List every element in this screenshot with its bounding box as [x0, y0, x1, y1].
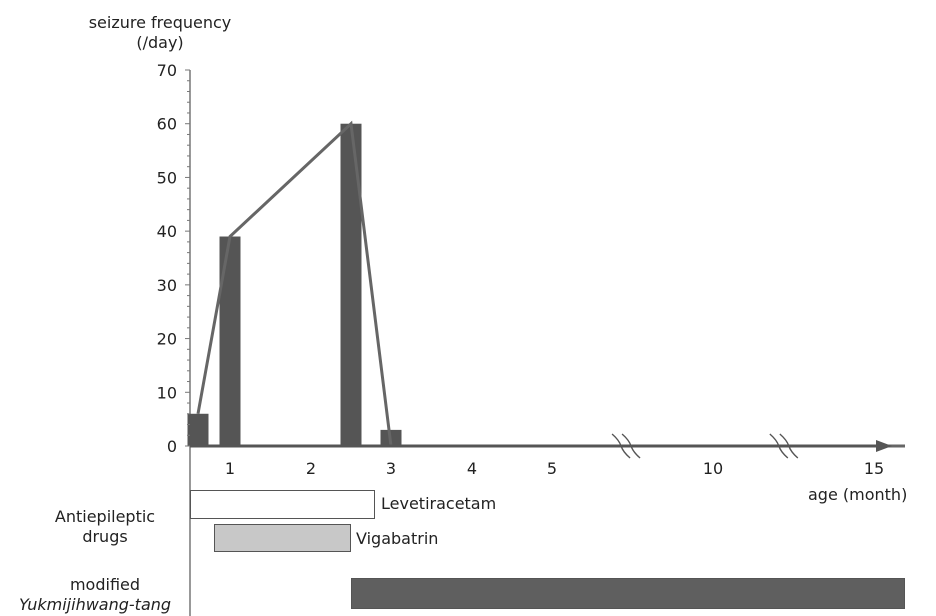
x-axis-label: age (month): [808, 485, 908, 504]
x-axis-arrowhead: [876, 440, 892, 452]
axis-break-mark: [769, 433, 789, 459]
y-tick-label: 0: [167, 437, 177, 456]
x-tick-label: 15: [864, 459, 884, 478]
axis-break-mark: [621, 433, 641, 459]
y-tick-label: 40: [157, 222, 177, 241]
y-tick-label: 60: [157, 115, 177, 134]
antiepileptic-group-label-line1: Antiepileptic: [54, 507, 156, 526]
axis-break-mark: [611, 433, 631, 459]
y-tick-label: 20: [157, 330, 177, 349]
y-tick-label: 50: [157, 168, 177, 187]
y-tick-label: 30: [157, 276, 177, 295]
yukmijihwang-tang-bar: [351, 578, 905, 609]
vigabatrin-bar: [214, 524, 351, 552]
x-tick-label: 2: [306, 459, 316, 478]
seizure-bar: [340, 123, 362, 446]
levetiracetam-label: Levetiracetam: [381, 494, 497, 513]
herbal-label-line1: modified: [69, 575, 141, 594]
y-tick-label: 10: [157, 383, 177, 402]
axis-break-mark: [779, 433, 799, 459]
herbal-label-line2: Yukmijihwang-tang: [18, 595, 172, 614]
y-axis-label-line2: (/day): [136, 33, 184, 52]
seizure-trend-line: [196, 120, 905, 448]
seizure-bar: [219, 236, 241, 446]
seizure-bar: [187, 413, 209, 446]
x-tick-label: 5: [547, 459, 557, 478]
x-tick-label: 1: [225, 459, 235, 478]
levetiracetam-bar: [190, 490, 375, 519]
y-axis-label-line1: seizure frequency: [88, 13, 232, 32]
y-tick-label: 70: [157, 61, 177, 80]
x-tick-label: 3: [386, 459, 396, 478]
x-tick-label: 4: [467, 459, 477, 478]
x-tick-label: 10: [703, 459, 723, 478]
antiepileptic-group-label-line2: drugs: [82, 527, 128, 546]
vigabatrin-label: Vigabatrin: [356, 529, 439, 548]
